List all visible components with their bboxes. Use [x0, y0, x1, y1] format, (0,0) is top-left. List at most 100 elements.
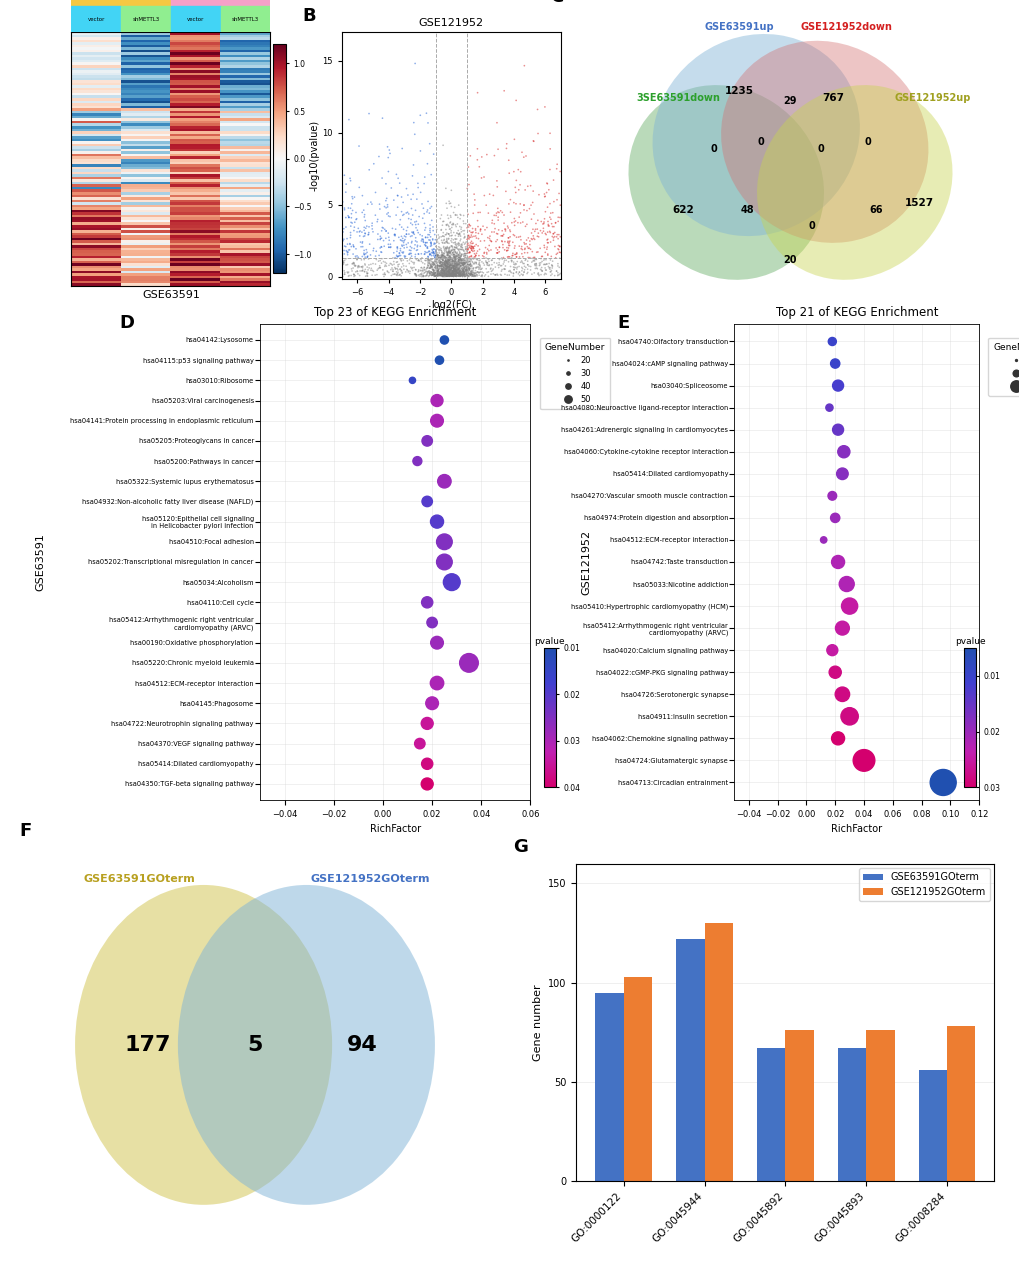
Point	[414, 194, 430, 215]
Point	[431, 240, 447, 260]
Point	[437, 251, 453, 272]
Point	[444, 260, 461, 281]
Point	[438, 253, 454, 273]
Point	[444, 230, 461, 250]
Point	[446, 257, 463, 277]
Point	[444, 255, 461, 276]
Point	[465, 241, 481, 262]
Point	[415, 267, 431, 287]
Point	[490, 220, 506, 240]
Point	[409, 189, 425, 210]
Point	[438, 265, 454, 286]
Point	[447, 253, 464, 273]
Point	[340, 198, 357, 218]
Point	[444, 262, 461, 282]
Point	[427, 236, 443, 257]
Point	[460, 257, 476, 277]
Point	[444, 260, 461, 281]
Point	[436, 551, 452, 572]
Point	[434, 232, 450, 253]
Point	[443, 258, 460, 278]
Point	[464, 236, 480, 257]
Point	[446, 250, 463, 271]
Text: E: E	[616, 315, 629, 333]
Point	[422, 262, 438, 282]
Point	[357, 211, 373, 231]
Point	[440, 260, 457, 281]
Point	[447, 263, 464, 283]
Point	[419, 237, 435, 258]
Point	[361, 255, 377, 276]
Point	[450, 254, 467, 274]
Point	[443, 250, 460, 271]
Point	[399, 232, 416, 253]
Point	[479, 227, 495, 248]
Point	[452, 235, 469, 255]
Point	[550, 225, 567, 245]
Ellipse shape	[177, 885, 434, 1205]
Point	[453, 250, 470, 271]
Point	[434, 267, 450, 287]
Point	[452, 239, 469, 259]
Point	[367, 246, 383, 267]
Point	[420, 249, 436, 269]
Point	[393, 235, 410, 255]
Point	[443, 254, 460, 274]
Point	[442, 207, 459, 227]
Point	[460, 156, 476, 177]
Point	[439, 259, 455, 279]
Point	[422, 255, 438, 276]
Title: pvalue: pvalue	[534, 636, 565, 645]
Point	[443, 263, 460, 283]
Point	[425, 265, 441, 286]
Point	[421, 244, 437, 264]
Point	[446, 264, 463, 284]
Point	[372, 229, 388, 249]
Point	[391, 264, 408, 284]
Point	[549, 235, 566, 255]
Point	[442, 243, 459, 263]
Point	[417, 217, 433, 237]
Point	[386, 258, 403, 278]
Point	[410, 244, 426, 264]
Point	[453, 253, 470, 273]
Point	[455, 206, 472, 226]
Point	[464, 234, 480, 254]
Point	[432, 208, 448, 229]
Point	[441, 254, 458, 274]
Point	[468, 254, 484, 274]
Point	[436, 265, 452, 286]
Point	[400, 224, 417, 244]
Point	[439, 265, 455, 286]
Point	[441, 257, 458, 277]
Point	[425, 245, 441, 265]
Point	[440, 246, 457, 267]
Point	[378, 198, 394, 218]
Point	[477, 251, 493, 272]
Point	[447, 237, 464, 258]
Point	[439, 254, 455, 274]
Point	[551, 196, 568, 216]
Point	[442, 264, 459, 284]
Point	[430, 264, 446, 284]
Point	[515, 264, 531, 284]
Point	[359, 246, 375, 267]
Point	[419, 250, 435, 271]
Point	[347, 248, 364, 268]
Point	[448, 244, 465, 264]
Point	[434, 263, 450, 283]
Point	[468, 253, 484, 273]
Point	[384, 248, 400, 268]
Point	[441, 237, 458, 258]
Point	[451, 249, 468, 269]
Point	[543, 260, 559, 281]
Point	[452, 262, 469, 282]
Point	[463, 264, 479, 284]
Point	[342, 170, 359, 190]
Point	[442, 221, 459, 241]
Point	[338, 262, 355, 282]
Point	[439, 251, 455, 272]
Point	[407, 53, 423, 74]
Point	[438, 262, 454, 282]
Point	[551, 226, 568, 246]
